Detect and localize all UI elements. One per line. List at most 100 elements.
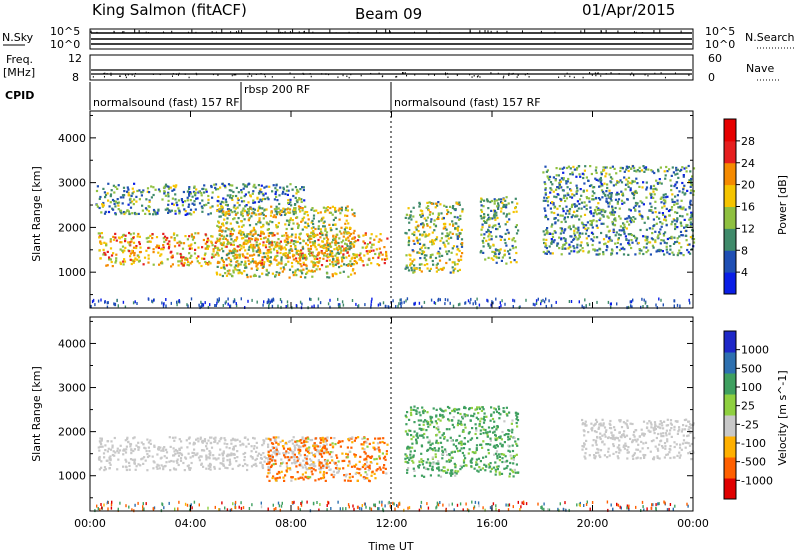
nave-dot	[175, 73, 177, 75]
heatmap-cell	[642, 203, 645, 206]
heatmap-cell	[112, 450, 115, 453]
heatmap-cell	[120, 212, 123, 215]
heatmap-cell	[512, 210, 515, 214]
heatmap-cell	[661, 250, 664, 253]
heatmap-cell	[306, 214, 309, 217]
heatmap-cell	[301, 207, 304, 210]
heatmap-cell	[115, 253, 118, 256]
heatmap-cell	[558, 167, 562, 170]
heatmap-cell	[452, 223, 455, 226]
heatmap-cell	[555, 174, 558, 177]
heatmap-cell	[589, 165, 592, 168]
heatmap-cell	[347, 438, 350, 441]
heatmap-cell	[444, 235, 447, 238]
heatmap-cell	[411, 249, 414, 252]
heatmap-cell	[497, 204, 500, 207]
heatmap-cell	[475, 461, 478, 464]
heatmap-cell	[243, 210, 247, 213]
heatmap-cell	[674, 211, 677, 214]
heatmap-cell	[353, 212, 356, 215]
heatmap-cell	[323, 237, 326, 240]
heatmap-cell	[287, 447, 290, 450]
heatmap-cell	[507, 231, 510, 234]
heatmap-cell	[271, 234, 274, 237]
heatmap-cell	[218, 208, 221, 211]
heatmap-cell	[385, 472, 388, 475]
heatmap-cell	[591, 219, 594, 223]
heatmap-cell	[505, 196, 508, 199]
heatmap-cell	[255, 265, 258, 268]
heatmap-cell	[267, 437, 270, 440]
nave-dot	[303, 73, 305, 75]
heatmap-cell	[565, 205, 568, 208]
heatmap-cell	[301, 252, 304, 255]
heatmap-cell	[137, 441, 140, 444]
heatmap-cell	[138, 242, 141, 246]
heatmap-cell	[590, 221, 593, 225]
heatmap-cell	[675, 181, 679, 184]
heatmap-cell	[107, 210, 111, 214]
heatmap-cell	[150, 196, 153, 199]
heatmap-cell	[113, 454, 116, 457]
heatmap-cell	[349, 232, 353, 236]
heatmap-cell	[431, 212, 434, 215]
heatmap-cell	[657, 234, 660, 237]
heatmap-cell	[612, 230, 615, 234]
heatmap-cell	[219, 462, 222, 465]
heatmap-cell	[304, 475, 307, 478]
heatmap-cell	[299, 259, 302, 262]
heatmap-cell	[370, 300, 373, 304]
heatmap-cell	[408, 221, 411, 224]
heatmap-cell	[313, 209, 316, 212]
heatmap-cell	[109, 247, 113, 250]
heatmap-cell	[324, 227, 327, 230]
heatmap-cell	[456, 235, 459, 238]
heatmap-cell	[127, 241, 130, 244]
heatmap-cell	[104, 444, 107, 447]
heatmap-cell	[428, 269, 431, 272]
heatmap-cell	[172, 184, 175, 187]
heatmap-cell	[543, 207, 546, 210]
heatmap-cell	[460, 228, 463, 231]
heatmap-cell	[212, 454, 215, 457]
heatmap-cell	[335, 257, 338, 260]
heatmap-cell	[337, 297, 339, 301]
heatmap-cell	[168, 209, 171, 212]
heatmap-cell	[480, 233, 483, 236]
heatmap-cell	[634, 253, 637, 256]
heatmap-cell	[142, 443, 145, 446]
heatmap-cell	[289, 183, 292, 186]
heatmap-cell	[357, 304, 360, 308]
heatmap-cell	[269, 458, 272, 461]
heatmap-cell	[376, 468, 379, 471]
heatmap-cell	[176, 452, 179, 455]
heatmap-cell	[324, 450, 327, 453]
heatmap-cell	[452, 205, 455, 208]
heatmap-cell	[332, 258, 335, 261]
heatmap-cell	[580, 201, 584, 204]
heatmap-cell	[502, 205, 505, 208]
heatmap-cell	[271, 457, 274, 460]
nave-dot	[247, 75, 249, 78]
heatmap-cell	[174, 452, 177, 456]
heatmap-cell	[222, 241, 225, 244]
heatmap-cell	[305, 242, 308, 245]
heatmap-cell	[555, 167, 558, 170]
heatmap-cell	[269, 220, 272, 223]
heatmap-cell	[682, 175, 685, 178]
heatmap-cell	[275, 453, 278, 456]
heatmap-cell	[602, 251, 605, 254]
heatmap-cell	[467, 432, 470, 435]
nave-dot	[445, 73, 447, 76]
heatmap-cell	[209, 436, 212, 439]
heatmap-cell	[478, 466, 481, 469]
heatmap-cell	[358, 254, 361, 257]
heatmap-cell	[147, 441, 150, 444]
heatmap-cell	[426, 267, 429, 270]
heatmap-cell	[237, 231, 241, 235]
heatmap-cell	[317, 225, 320, 228]
heatmap-cell	[573, 194, 576, 197]
heatmap-cell	[227, 256, 230, 260]
heatmap-cell	[229, 233, 232, 236]
heatmap-cell	[640, 249, 643, 252]
